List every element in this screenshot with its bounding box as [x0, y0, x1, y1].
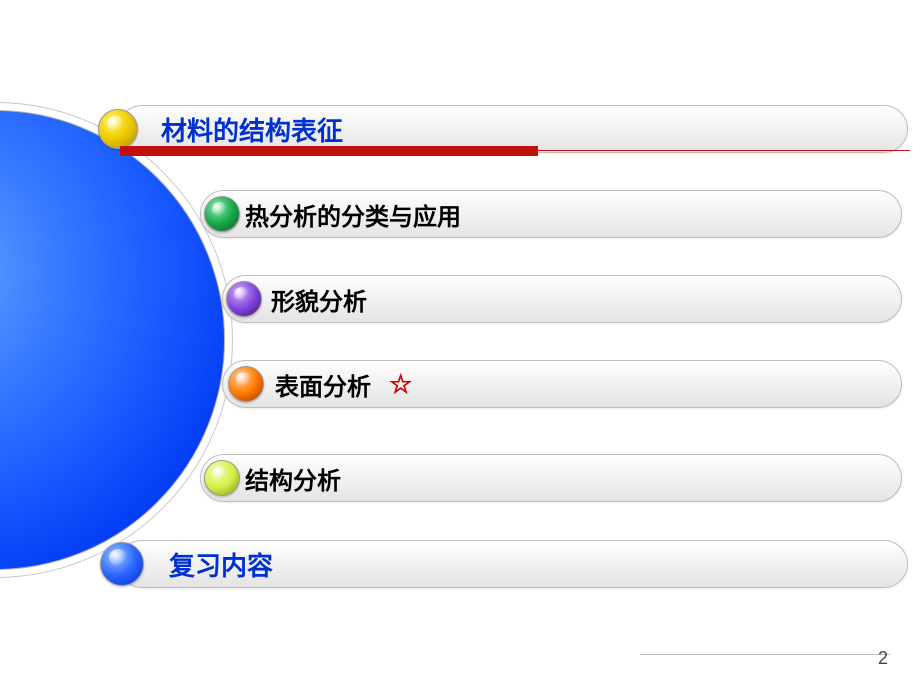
- red-underline-hairline: [538, 150, 910, 151]
- label-surface: 表面分析: [275, 367, 371, 402]
- bullet-thermal: [204, 196, 240, 232]
- pill-thermal[interactable]: 热分析的分类与应用: [200, 190, 902, 238]
- slide: 材料的结构表征热分析的分类与应用形貌分析表面分析 ☆ 结构分析复习内容 2: [0, 0, 920, 690]
- pill-morphology[interactable]: 形貌分析: [222, 275, 902, 323]
- label-morphology: 形貌分析: [271, 282, 367, 317]
- label-struct-char: 材料的结构表征: [161, 111, 343, 148]
- star-icon: ☆: [389, 369, 412, 400]
- pill-surface[interactable]: 表面分析 ☆: [222, 360, 902, 408]
- bullet-struct-char: [98, 109, 138, 149]
- bullet-surface: [228, 366, 264, 402]
- bullet-morphology: [226, 281, 262, 317]
- pill-review[interactable]: 复习内容: [118, 540, 908, 588]
- page-number: 2: [878, 648, 888, 669]
- big-circle: [0, 110, 225, 570]
- pill-structure[interactable]: 结构分析: [200, 454, 902, 502]
- label-structure: 结构分析: [245, 461, 341, 496]
- bullet-review: [100, 542, 144, 586]
- red-underline-bar: [120, 146, 538, 156]
- label-review: 复习内容: [169, 546, 273, 583]
- label-thermal: 热分析的分类与应用: [245, 197, 461, 232]
- bullet-structure: [204, 460, 240, 496]
- footer-underline: [640, 654, 890, 655]
